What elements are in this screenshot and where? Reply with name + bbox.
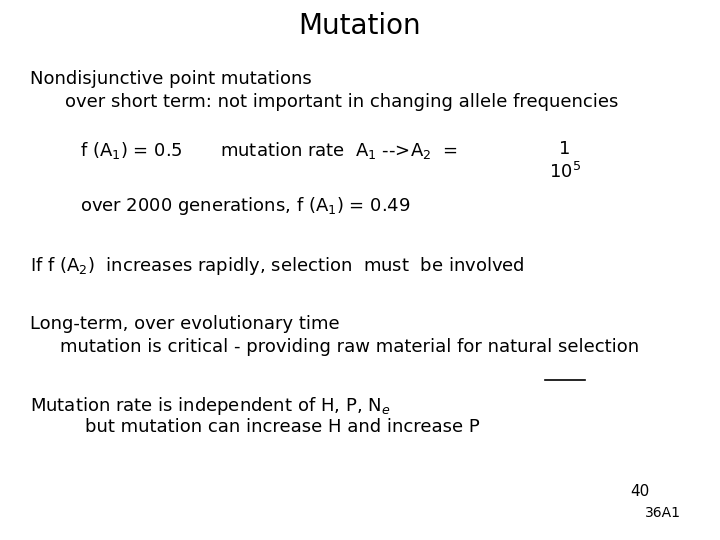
- Text: 1: 1: [559, 140, 571, 158]
- Text: If f (A$_2$)  increases rapidly, selection  must  be involved: If f (A$_2$) increases rapidly, selectio…: [30, 255, 525, 277]
- Text: mutation rate  A$_1$ -->A$_2$  =: mutation rate A$_1$ -->A$_2$ =: [220, 140, 458, 161]
- Text: 10$^5$: 10$^5$: [549, 162, 581, 182]
- Text: Long-term, over evolutionary time: Long-term, over evolutionary time: [30, 315, 340, 333]
- Text: 36A1: 36A1: [645, 506, 681, 520]
- Text: but mutation can increase H and increase P: but mutation can increase H and increase…: [85, 418, 480, 436]
- Text: over short term: not important in changing allele frequencies: over short term: not important in changi…: [65, 93, 618, 111]
- Text: mutation is critical - providing raw material for natural selection: mutation is critical - providing raw mat…: [60, 338, 639, 356]
- Text: Nondisjunctive point mutations: Nondisjunctive point mutations: [30, 70, 312, 88]
- Text: 40: 40: [630, 484, 649, 499]
- Text: Mutation rate is independent of H, P, N$_e$: Mutation rate is independent of H, P, N$…: [30, 395, 390, 417]
- Text: Mutation: Mutation: [299, 12, 421, 40]
- Text: f (A$_1$) = 0.5: f (A$_1$) = 0.5: [80, 140, 183, 161]
- Text: over 2000 generations, f (A$_1$) = 0.49: over 2000 generations, f (A$_1$) = 0.49: [80, 195, 410, 217]
